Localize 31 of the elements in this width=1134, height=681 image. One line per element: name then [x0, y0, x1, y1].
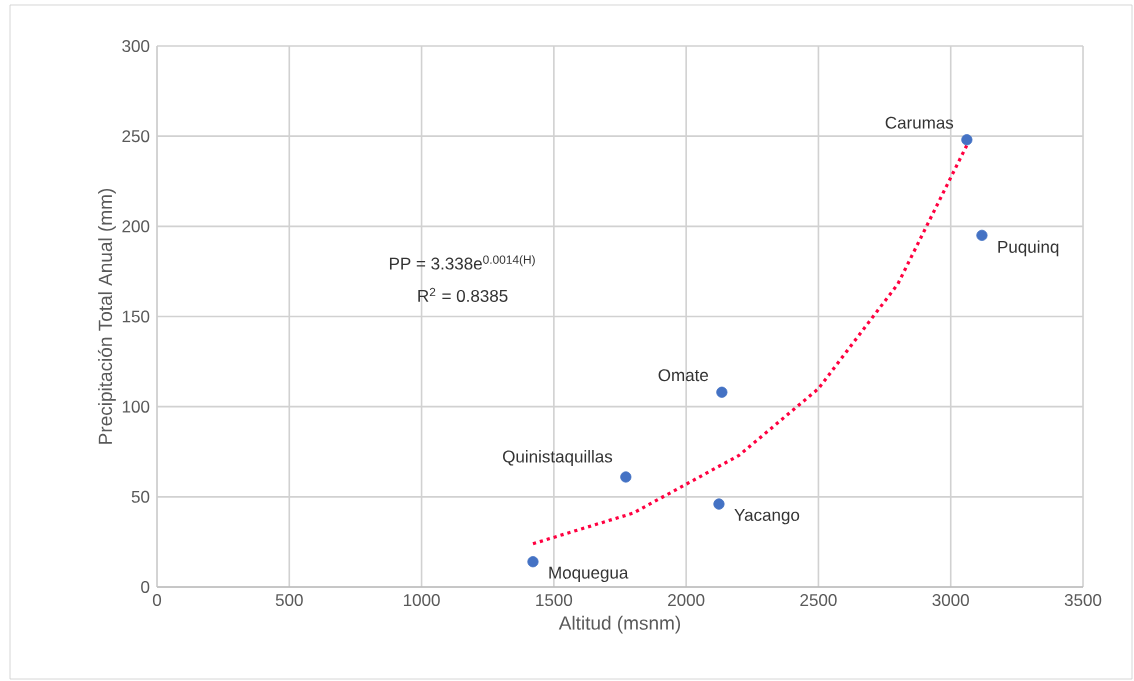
x-tick-label: 500	[275, 594, 303, 607]
y-tick-label: 150	[122, 310, 150, 323]
x-tick-label: 2000	[668, 594, 705, 607]
x-tick-label: 3500	[1064, 594, 1102, 607]
annotation: Carumas	[885, 116, 954, 129]
y-tick-label: 250	[122, 130, 150, 143]
x-tick-label: 1500	[536, 594, 573, 607]
point	[716, 386, 728, 398]
point	[527, 556, 539, 568]
x-tick-label: 0	[152, 594, 162, 607]
annotation: Puquinq	[998, 240, 1059, 257]
y-tick-label: 300	[122, 40, 150, 53]
x-tick-label: 2500	[800, 594, 837, 607]
annotation: Quinistaquillas	[503, 450, 613, 466]
annotation: R$^{2}$ = 0.8385	[418, 287, 508, 302]
point	[961, 134, 973, 146]
annotation: PP = 3.338e$^{0.0014(H)}$	[389, 255, 535, 270]
annotation: Moquegua	[549, 566, 629, 583]
point	[620, 471, 632, 483]
y-tick-label: 100	[122, 400, 150, 413]
y-tick-label: 200	[122, 220, 150, 233]
annotation: Omate	[658, 369, 709, 382]
y-tick-label: 0	[141, 580, 150, 594]
x-axis-title: Altitud (msnm)	[558, 615, 681, 634]
annotation: Yacango	[734, 509, 800, 525]
x-tick-label: 3000	[932, 594, 969, 607]
x-tick-label: 1000	[403, 594, 440, 607]
y-axis-title: Precipitación Total Anual (mm)	[97, 188, 116, 444]
y-tick-label: 50	[131, 490, 150, 503]
point	[976, 229, 988, 241]
point	[713, 498, 725, 510]
